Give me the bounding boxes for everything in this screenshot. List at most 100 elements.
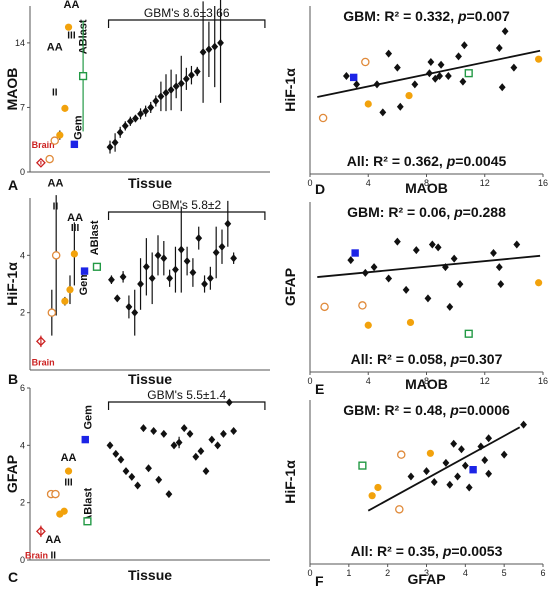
stat-value: =0.007 [467, 8, 510, 24]
data-point [374, 483, 382, 492]
data-point [150, 427, 158, 435]
data-point [206, 274, 214, 283]
data-point [455, 52, 462, 61]
data-point [411, 80, 419, 89]
data-point [501, 27, 509, 36]
data-point [510, 63, 518, 72]
x-tick-label: 3 [424, 568, 429, 578]
data-point [189, 268, 197, 277]
x-tick-label: 4 [366, 376, 371, 386]
data-point [368, 492, 376, 500]
chart-panel-c: 0 2 4 6 Tissue GFAP C GBM's 5.5±1.4 AA III AA IIBra… [4, 383, 270, 585]
data-point [166, 274, 174, 283]
stat-text-stat_bottom: All: R² = 0.058, p=0.307 [351, 351, 503, 367]
data-point [430, 478, 438, 486]
data-point [407, 472, 415, 481]
data-point [442, 263, 449, 272]
data-point [436, 72, 444, 80]
data-point [201, 280, 208, 288]
vertical-annotation-label: Gem [78, 271, 90, 296]
data-point [142, 262, 150, 271]
data-point [108, 275, 115, 284]
stat-value: =0.0006 [459, 402, 510, 418]
data-point [175, 438, 183, 447]
data-point [358, 301, 367, 310]
data-point [177, 79, 185, 88]
data-point [121, 121, 129, 130]
stat-p: p [450, 351, 460, 367]
data-point [497, 280, 505, 289]
data-point [397, 450, 406, 459]
data-point [364, 100, 372, 108]
data-point [351, 249, 359, 257]
data-point [111, 138, 119, 147]
data-point [180, 424, 188, 433]
data-point [444, 72, 452, 80]
data-point [155, 475, 163, 484]
gbm-group-label: GBM's 5.5±1.4 [147, 388, 226, 402]
stat-p: p [446, 153, 456, 169]
y-tick-label: 0 [20, 167, 25, 177]
vertical-annotation-label: Gem [72, 115, 84, 140]
y-tick-label: 2 [20, 498, 25, 508]
x-tick-label: 12 [480, 178, 490, 188]
data-point [385, 274, 393, 283]
data-point [214, 441, 222, 450]
data-point [35, 157, 46, 168]
data-point [364, 321, 372, 329]
data-point [205, 45, 213, 54]
data-point [379, 108, 387, 117]
data-point [113, 294, 121, 303]
x-axis-label: MAOB [405, 376, 448, 392]
data-point [498, 83, 506, 92]
data-point [320, 302, 329, 312]
data-point [459, 77, 467, 86]
panel-label: F [315, 573, 324, 589]
stat-p: p [442, 543, 452, 559]
x-tick-label: 16 [538, 178, 548, 188]
data-point [393, 237, 401, 246]
data-point [469, 466, 477, 474]
stat-prefix: GBM: R² = 0.332, [343, 8, 458, 24]
data-point [393, 63, 401, 72]
data-point [535, 55, 543, 63]
x-tick-label: 4 [366, 178, 371, 188]
annotation-label: Brain [32, 140, 55, 150]
data-point [160, 429, 168, 438]
data-point [442, 458, 450, 467]
data-point [112, 449, 120, 458]
gbm-bracket [107, 211, 266, 220]
annotation-label: AA [48, 178, 64, 190]
panel-label: A [8, 177, 18, 193]
data-point [373, 80, 381, 89]
data-point [56, 131, 64, 139]
x-axis-label: Tissue [128, 371, 172, 387]
data-point [500, 450, 508, 459]
data-point [137, 280, 144, 288]
data-point [51, 251, 61, 260]
stat-value: =0.307 [459, 351, 502, 367]
data-point [134, 481, 142, 490]
y-tick-label: 7 [20, 102, 25, 112]
data-point [461, 461, 469, 470]
data-point [183, 257, 191, 266]
data-point [465, 483, 473, 492]
y-axis-label: GFAP [282, 268, 298, 306]
data-point [230, 427, 238, 435]
data-point [217, 38, 224, 47]
data-point [66, 286, 74, 294]
data-point [167, 85, 175, 94]
data-point [45, 154, 54, 164]
x-axis-label: GFAP [407, 571, 445, 587]
data-point [162, 88, 170, 97]
data-point [218, 242, 226, 251]
x-tick-label: 6 [540, 568, 545, 578]
y-axis-label: MAOB [4, 68, 20, 111]
data-point [106, 143, 114, 152]
data-point [454, 472, 461, 481]
data-point [385, 49, 393, 58]
y-tick-label: 4 [20, 250, 25, 260]
x-tick-label: 8 [424, 376, 429, 386]
